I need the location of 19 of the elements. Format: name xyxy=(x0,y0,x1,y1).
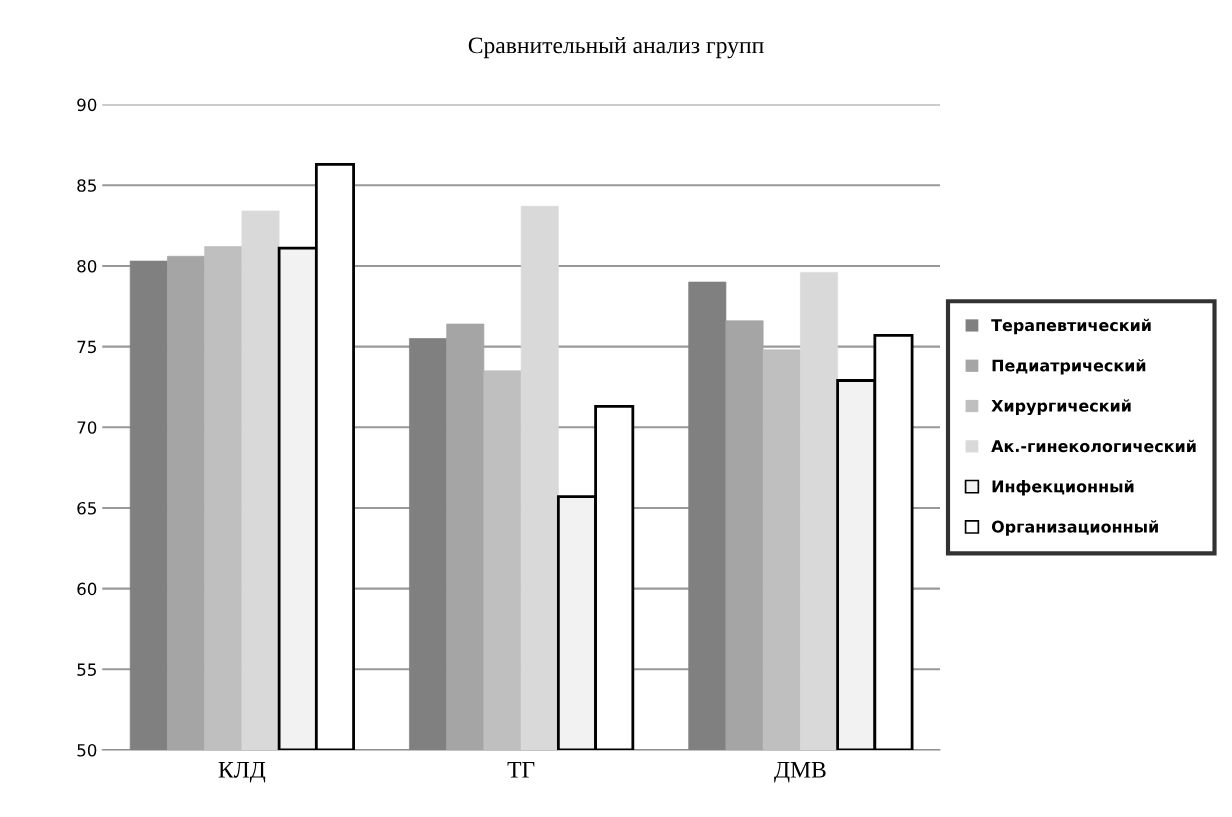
legend-label: Терапевтический xyxy=(991,318,1151,335)
legend-label: Инфекционный xyxy=(992,479,1134,496)
y-tick-label: 60 xyxy=(77,582,97,596)
x-tick-label: КЛД xyxy=(218,762,266,783)
y-tick-label: 65 xyxy=(77,501,96,515)
y-tick-label: 80 xyxy=(77,259,97,273)
x-tick-label: ДМВ xyxy=(774,762,826,783)
x-tick-label: ТГ xyxy=(507,762,535,778)
y-tick-label: 90 xyxy=(77,98,97,112)
legend-label: Организационный xyxy=(991,520,1158,536)
legend-label: Хирургический xyxy=(991,399,1131,416)
legend-label: Ак.-гинекологический xyxy=(991,439,1196,453)
y-tick-label: 55 xyxy=(77,663,96,676)
y-tick-label: 85 xyxy=(77,179,96,192)
legend-label: Педиатрический xyxy=(992,359,1146,375)
y-tick-label: 75 xyxy=(77,340,96,354)
y-tick-label: 70 xyxy=(77,421,97,434)
chart-title: Сравнительный анализ групп xyxy=(468,36,764,59)
y-tick-label: 50 xyxy=(77,743,97,757)
